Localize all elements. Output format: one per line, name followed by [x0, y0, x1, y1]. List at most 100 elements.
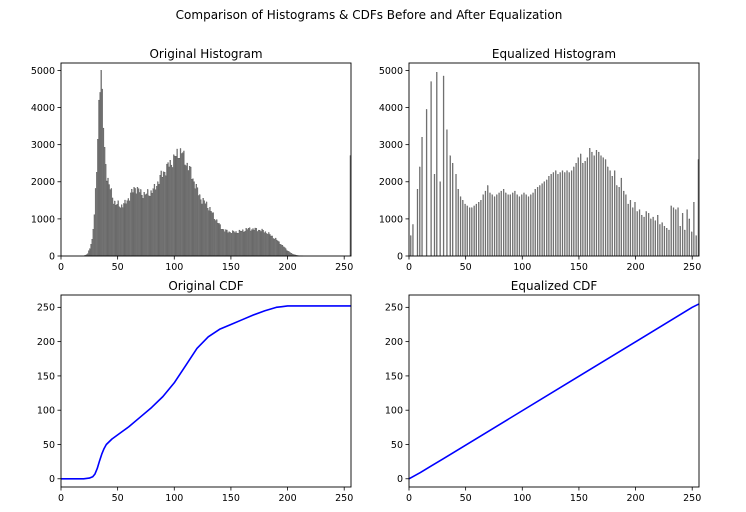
histogram-bar: [137, 188, 140, 257]
histogram-bar: [217, 223, 219, 257]
y-tick-label: 0: [49, 474, 55, 485]
histogram-bar: [200, 199, 202, 257]
histogram-bar: [168, 166, 170, 257]
x-tick-label: 0: [58, 262, 64, 273]
histogram-bar: [162, 171, 165, 257]
histogram-bar: [104, 147, 106, 257]
histogram-bar: [90, 244, 92, 257]
histogram-bar: [94, 188, 97, 257]
histogram-bar: [204, 203, 207, 257]
original-cdf-title: Original CDF: [168, 279, 243, 293]
histogram-bar: [130, 192, 132, 257]
histogram-bar: [124, 199, 126, 257]
y-tick-label: 150: [37, 371, 55, 382]
x-tick-label: 100: [513, 493, 531, 504]
histogram-bar: [243, 231, 245, 257]
histogram-bar: [271, 235, 273, 257]
histogram-bar: [491, 194, 493, 257]
histogram-bar: [264, 231, 267, 257]
histogram-bar: [502, 189, 505, 257]
histogram-bar: [215, 220, 217, 257]
histogram-bar: [625, 194, 627, 257]
x-tick-label: 200: [626, 262, 644, 273]
histogram-bar: [235, 231, 237, 257]
histogram-bar: [156, 186, 158, 257]
histogram-bar: [166, 163, 168, 257]
histogram-bar: [466, 205, 468, 257]
histogram-bar: [627, 203, 629, 257]
x-tick-label: 50: [112, 262, 124, 273]
histogram-bar: [523, 192, 525, 257]
histogram-bar: [623, 190, 625, 257]
histogram-bar: [663, 226, 666, 257]
y-tick-label: 4000: [379, 103, 403, 114]
histogram-bar: [505, 192, 507, 257]
x-tick-label: 50: [460, 493, 472, 504]
histogram-bar: [210, 211, 212, 257]
x-tick-label: 250: [335, 262, 353, 273]
histogram-bar: [219, 224, 221, 257]
histogram-bar: [265, 233, 268, 257]
histogram-bar: [177, 158, 179, 257]
equalized-histogram-panel: Equalized Histogram 0 50 100 150 200 250 0 1000 2…: [379, 47, 701, 273]
histogram-bar: [564, 172, 566, 257]
histogram-bar: [167, 162, 169, 257]
histogram-bar: [634, 202, 636, 257]
equalized-histogram-marks: [410, 72, 700, 257]
histogram-bar: [548, 176, 550, 257]
histogram-bar: [136, 187, 139, 257]
histogram-bar: [573, 166, 575, 257]
histogram-bar: [175, 156, 177, 257]
histogram-bar: [250, 230, 252, 257]
histogram-bar: [165, 175, 167, 257]
histogram-bar: [691, 231, 693, 257]
histogram-bar: [242, 229, 244, 257]
y-tick-label: 50: [391, 440, 403, 451]
histogram-bar: [681, 213, 684, 257]
histogram-bar: [202, 198, 204, 257]
y-tick-label: 4000: [31, 103, 55, 114]
histogram-bar: [245, 228, 247, 257]
histogram-bar: [170, 164, 173, 257]
histogram-bar: [171, 167, 174, 257]
histogram-bar: [457, 189, 459, 257]
x-tick-label: 0: [406, 262, 412, 273]
histogram-bar: [575, 163, 577, 257]
histogram-bar: [251, 229, 253, 257]
histogram-bar: [246, 229, 248, 257]
histogram-bar: [436, 72, 438, 257]
histogram-bar: [92, 229, 94, 257]
y-tick-label: 3000: [379, 140, 403, 151]
histogram-bar: [133, 187, 135, 257]
histogram-bar: [141, 195, 143, 257]
histogram-bar: [108, 184, 110, 257]
histogram-bar: [263, 232, 265, 257]
histogram-bar: [131, 189, 133, 257]
histogram-bar: [213, 219, 216, 257]
histogram-bar: [120, 204, 123, 257]
histogram-bar: [196, 187, 199, 257]
histogram-bar: [127, 198, 130, 257]
histogram-bar: [89, 248, 91, 257]
x-tick-label: 50: [460, 262, 472, 273]
histogram-bar: [147, 189, 149, 257]
histogram-bar: [222, 229, 225, 257]
histogram-bar: [238, 229, 241, 257]
histogram-bar: [629, 200, 632, 257]
histogram-bar: [184, 164, 186, 257]
x-tick-label: 100: [165, 262, 183, 273]
histogram-bar: [589, 148, 591, 257]
histogram-bar: [659, 224, 661, 257]
histogram-bar: [657, 215, 659, 257]
histogram-bar: [186, 162, 188, 257]
histogram-bar: [282, 246, 285, 257]
histogram-bar: [229, 232, 231, 257]
histogram-bar: [607, 166, 609, 257]
histogram-bar: [518, 196, 521, 257]
histogram-bar: [543, 181, 545, 257]
histogram-bar: [178, 158, 180, 257]
histogram-bar: [536, 187, 539, 257]
original-cdf-panel: Original CDF 0 50 100 150 200 250 0 50 100 150 200 2…: [37, 279, 353, 504]
histogram-bar: [109, 189, 111, 257]
